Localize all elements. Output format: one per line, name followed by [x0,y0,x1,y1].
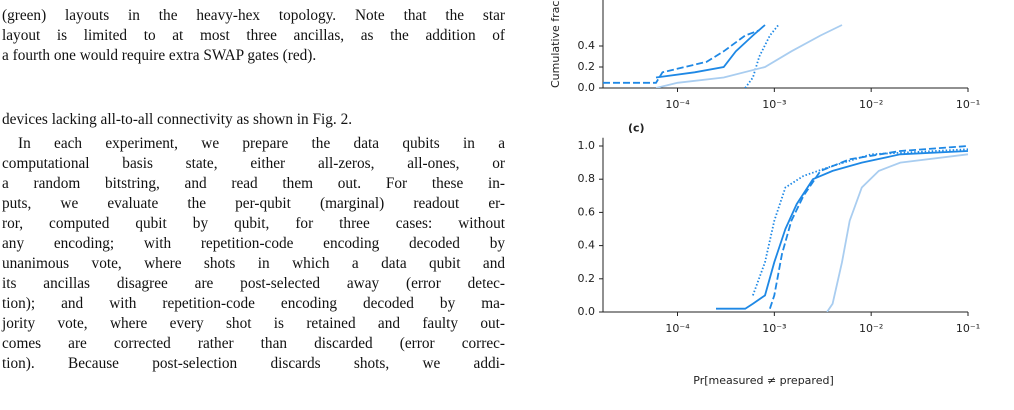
x-axis-label: Pr[measured ≠ prepared] [693,374,834,387]
y-tick-label: 0.0 [578,81,596,94]
caption-line: a fourth one would require extra SWAP ga… [2,47,317,64]
cdf-line [716,150,969,310]
text-line: devices lacking all-to-all connectivity … [2,111,353,128]
y-tick-label: 0.4 [578,39,596,52]
y-tick-label: 0.4 [578,239,596,252]
x-tick-label: 10⁻⁴ [665,322,690,335]
paragraph: In each experiment, we prepare the data … [2,134,505,374]
x-tick-label: 10⁻³ [762,322,786,335]
text-line: a random bitstring, and read them out. F… [2,175,505,192]
x-tick-label: 10⁻¹ [956,98,980,111]
y-tick-label: 0.0 [578,305,596,318]
y-tick-label: 0.2 [578,272,596,285]
x-tick-label: 10⁻³ [762,98,786,111]
text-line: jority vote, where every shot is retaine… [2,315,505,332]
x-tick-label: 10⁻¹ [956,322,980,335]
cdf-line [769,145,969,309]
caption-line: layout is limited to at most three ancil… [2,27,505,44]
text-line: tion); and with repetition-code encoding… [2,295,505,312]
x-tick-label: 10⁻⁴ [665,98,690,111]
y-tick-label: 0.8 [578,172,596,185]
text-line: comes are corrected rather than discarde… [2,335,505,352]
text-line: In each experiment, we prepare the data … [18,135,505,152]
y-tick-label: 1.0 [578,139,596,152]
cdf-line [826,153,969,312]
text-line: its ancillas disagree are post-selected … [2,275,505,292]
cdf-line [655,24,766,79]
caption: (green) layouts in the heavy-hex topolog… [2,6,505,66]
caption-line: (green) layouts in the heavy-hex topolog… [2,7,505,24]
text-line: puts, we evaluate the per-qubit (margina… [2,195,505,212]
cdf-line [603,29,760,84]
cdf-line [752,148,969,296]
text-line: tion). Because post-selection discards s… [2,355,505,372]
text-line: computational basis state, either all-ze… [2,155,505,172]
text-column: (green) layouts in the heavy-hex topolog… [2,0,505,374]
x-tick-label: 10⁻² [859,98,883,111]
y-tick-label: 0.2 [578,60,596,73]
text-line: ror, computed qubit by qubit, for three … [2,215,505,232]
x-tick-label: 10⁻² [859,322,883,335]
y-tick-label: 0.6 [578,205,596,218]
text-line: unanimous vote, where shots in which a d… [2,255,505,272]
cdf-line [655,24,843,88]
y-axis-label: Cumulative frac [549,1,562,88]
text-line: any encoding; with repetition-code encod… [2,235,505,252]
cdf-line [744,24,780,88]
paragraph: devices lacking all-to-all connectivity … [2,110,505,130]
panel-label: (c) [628,122,645,135]
